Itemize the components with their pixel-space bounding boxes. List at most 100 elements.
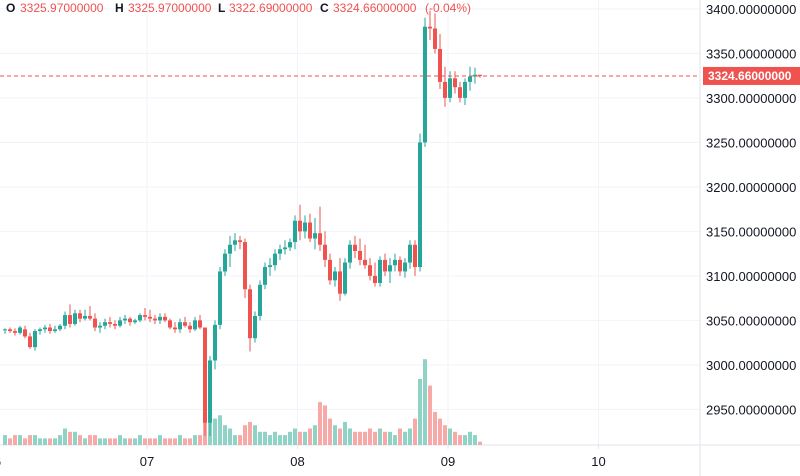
volume-bar bbox=[73, 431, 77, 445]
volume-bar bbox=[178, 435, 182, 445]
y-tick-label: 3250.00000000 bbox=[706, 135, 796, 150]
x-axis[interactable]: 6 07 08 09 10 bbox=[0, 445, 606, 469]
candle-body bbox=[78, 313, 82, 319]
candle-body bbox=[453, 78, 457, 88]
candle-body bbox=[318, 233, 322, 245]
close-label: C bbox=[320, 1, 329, 15]
candle bbox=[128, 316, 132, 326]
candle-body bbox=[463, 81, 467, 98]
candle-body bbox=[3, 329, 7, 331]
volume-bar bbox=[153, 438, 157, 445]
candle-body bbox=[198, 320, 202, 328]
volume-bar bbox=[68, 431, 72, 445]
volume-bar bbox=[468, 431, 472, 445]
candle-body bbox=[218, 271, 222, 325]
y-axis[interactable]: 2950.00000000 3000.00000000 3050.00000000 3… bbox=[706, 2, 796, 418]
candle bbox=[323, 231, 327, 267]
volume-bar bbox=[58, 435, 62, 445]
volume-bar bbox=[413, 418, 417, 445]
candle bbox=[388, 258, 392, 284]
candle-body bbox=[203, 327, 207, 423]
volume-bar bbox=[88, 435, 92, 445]
candle-body bbox=[243, 242, 247, 290]
candle-body bbox=[223, 253, 227, 272]
candle-body bbox=[458, 87, 462, 98]
candle-body bbox=[383, 259, 387, 272]
candle bbox=[453, 71, 457, 94]
candle bbox=[183, 316, 187, 328]
volume-bar bbox=[368, 428, 372, 445]
volume-bar bbox=[48, 438, 52, 445]
y-tick-label: 3400.00000000 bbox=[706, 2, 796, 17]
candle bbox=[8, 327, 12, 333]
volume-bar bbox=[363, 431, 367, 445]
candle bbox=[248, 284, 252, 352]
candle-body bbox=[193, 320, 197, 330]
candle bbox=[393, 253, 397, 272]
candle-body bbox=[303, 222, 307, 232]
candle-body bbox=[53, 329, 57, 332]
candle bbox=[348, 240, 352, 269]
candle-body bbox=[333, 271, 337, 281]
candle bbox=[53, 325, 57, 333]
candle bbox=[263, 262, 267, 290]
candle bbox=[353, 235, 357, 259]
candle bbox=[3, 328, 7, 334]
volume-bar bbox=[43, 438, 47, 445]
volume-bar bbox=[463, 435, 467, 445]
candle-body bbox=[288, 242, 292, 248]
volume-bar bbox=[83, 438, 87, 445]
volume-bar bbox=[423, 359, 427, 445]
volume-bar bbox=[448, 428, 452, 445]
candle bbox=[78, 309, 82, 323]
candle bbox=[83, 309, 87, 321]
candle bbox=[108, 316, 112, 328]
volume-bar bbox=[173, 438, 177, 445]
volume-bar bbox=[228, 428, 232, 445]
candle bbox=[113, 320, 117, 330]
candle bbox=[473, 67, 477, 84]
x-tick-label: 09 bbox=[441, 454, 455, 469]
volume-bar bbox=[183, 438, 187, 445]
candle-body bbox=[213, 324, 217, 361]
candle bbox=[438, 33, 442, 89]
candle-body bbox=[233, 240, 237, 245]
candle-body bbox=[368, 265, 372, 276]
candle bbox=[103, 318, 107, 330]
volume-bar bbox=[128, 438, 132, 445]
candle bbox=[158, 313, 162, 324]
volume-bar bbox=[193, 435, 197, 445]
volume-bar bbox=[223, 425, 227, 445]
volume-bar bbox=[18, 435, 22, 445]
candle bbox=[133, 318, 137, 324]
volume-bar bbox=[438, 418, 442, 445]
candle-body bbox=[13, 331, 17, 333]
volume-bar bbox=[308, 428, 312, 445]
candle bbox=[458, 81, 462, 103]
volume-bar bbox=[13, 435, 17, 445]
candle-body bbox=[228, 244, 232, 254]
candle-body bbox=[403, 262, 407, 272]
candle-body bbox=[478, 74, 482, 76]
volume-bar bbox=[263, 431, 267, 445]
candle-body bbox=[273, 253, 277, 266]
candle bbox=[73, 309, 77, 326]
candle-body bbox=[428, 26, 432, 29]
candle-body bbox=[323, 244, 327, 260]
candle-body bbox=[338, 271, 342, 294]
y-tick-label: 3100.00000000 bbox=[706, 269, 796, 284]
close-value: 3324.66000000 bbox=[333, 1, 417, 15]
candle-body bbox=[258, 284, 262, 316]
candle bbox=[13, 328, 17, 336]
candle-body bbox=[298, 220, 302, 232]
y-tick-label: 3350.00000000 bbox=[706, 46, 796, 61]
volume-bar bbox=[93, 435, 97, 445]
volume-bar bbox=[38, 438, 42, 445]
candle-body bbox=[178, 322, 182, 330]
volume-bar bbox=[393, 435, 397, 445]
volume-bar bbox=[53, 438, 57, 445]
candle-body bbox=[128, 318, 132, 323]
